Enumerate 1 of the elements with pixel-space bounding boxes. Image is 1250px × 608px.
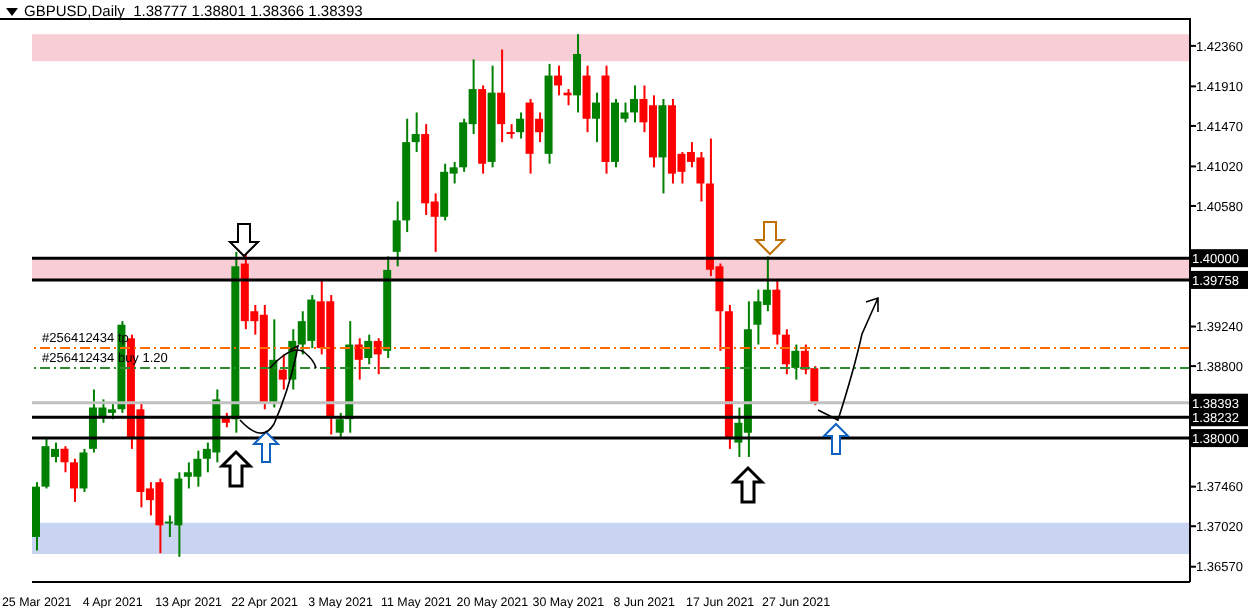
candlestick xyxy=(506,124,515,139)
